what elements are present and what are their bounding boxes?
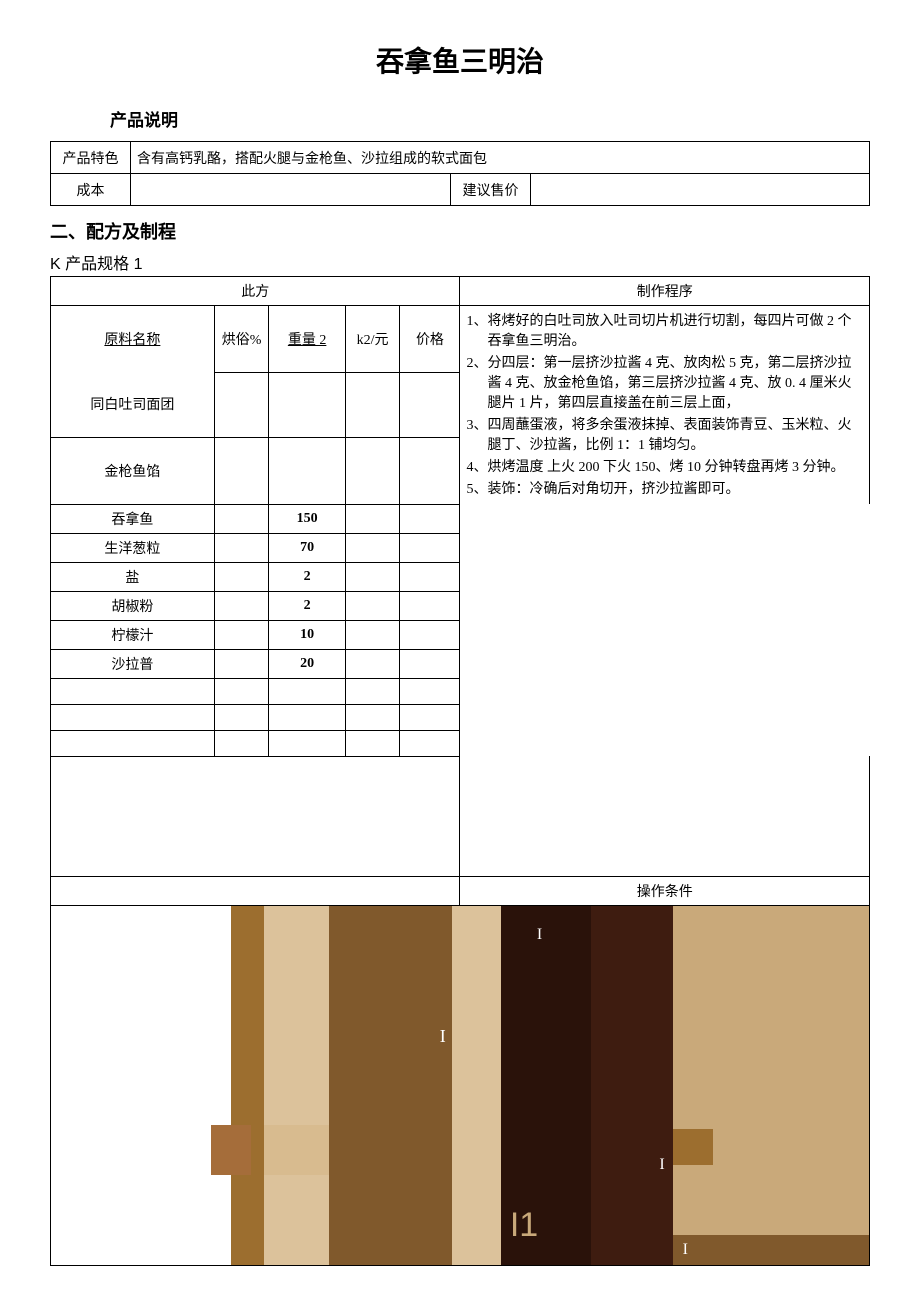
ing-weight: 2 xyxy=(269,591,345,620)
ing-weight: 70 xyxy=(269,533,345,562)
mark-icon: I1 xyxy=(510,1206,538,1245)
ing-unit xyxy=(345,504,400,533)
image-cell: I I I1 I I xyxy=(51,905,870,1265)
process-step: 3、四周蘸蛋液，将多余蛋液抹掉、表面装饰青豆、玉米粒、火腿丁、沙拉酱，比例 1：… xyxy=(466,414,863,454)
ing-bake xyxy=(214,649,269,678)
ing-unit xyxy=(345,620,400,649)
ing-name: 吞拿鱼 xyxy=(51,504,215,533)
ing-price xyxy=(400,649,460,678)
ingredient-row: 生洋葱粒 70 xyxy=(51,533,870,562)
recipe-table: 此方 制作程序 原料名称 烘俗% 重量 2 k2/元 价格 1、将烤好的白吐司放… xyxy=(50,276,870,1266)
price-value xyxy=(531,174,870,206)
ing-weight: 150 xyxy=(269,504,345,533)
ing-bake xyxy=(214,504,269,533)
sub1: 同白吐司面团 xyxy=(51,372,215,437)
ing-unit xyxy=(345,562,400,591)
ing-unit xyxy=(345,591,400,620)
ingredient-row: 盐2 xyxy=(51,562,870,591)
col-price: 价格 xyxy=(400,306,460,373)
ingredient-row: 吞拿鱼 150 xyxy=(51,504,870,533)
col-weight: 重量 2 xyxy=(288,333,327,348)
sub2: 金枪鱼馅 xyxy=(51,437,215,504)
price-label: 建议售价 xyxy=(451,174,531,206)
empty-row xyxy=(51,730,870,756)
cost-label: 成本 xyxy=(51,174,131,206)
ing-price xyxy=(400,504,460,533)
ingredient-row: 沙拉普 20 xyxy=(51,649,870,678)
empty-row xyxy=(51,704,870,730)
ing-price xyxy=(400,562,460,591)
image-strip xyxy=(51,906,231,1265)
image-strip: I xyxy=(673,906,869,1265)
mark-icon: I xyxy=(440,1026,446,1047)
feature-label: 产品特色 xyxy=(51,142,131,174)
image-strip: I xyxy=(329,906,452,1265)
ing-unit xyxy=(345,649,400,678)
process-step: 4、烘烤温度 上火 200 下火 150、烤 10 分钟转盘再烤 3 分钟。 xyxy=(466,456,863,476)
ing-name: 柠檬汁 xyxy=(51,620,215,649)
recipe-left-header: 此方 xyxy=(51,277,460,306)
mark-icon: I xyxy=(683,1241,688,1259)
empty-row xyxy=(51,678,870,704)
process-step: 1、将烤好的白吐司放入吐司切片机进行切割，每四片可做 2 个吞拿鱼三明治。 xyxy=(466,310,863,350)
recipe-right-header: 制作程序 xyxy=(460,277,870,306)
mark-icon: I xyxy=(659,1156,664,1174)
col-unit: k2/元 xyxy=(345,306,400,373)
page-title: 吞拿鱼三明治 xyxy=(50,40,870,80)
ing-bake xyxy=(214,533,269,562)
ing-name: 胡椒粉 xyxy=(51,591,215,620)
image-strip: I I1 xyxy=(501,906,591,1265)
ing-weight: 10 xyxy=(269,620,345,649)
ingredient-row: 胡椒粉 2 xyxy=(51,591,870,620)
spec-heading: K 产品规格 1 xyxy=(50,250,870,274)
cost-value xyxy=(131,174,451,206)
ing-weight: 2 xyxy=(269,562,345,591)
image-strip: I xyxy=(591,906,673,1265)
ing-bake xyxy=(214,591,269,620)
col-name: 原料名称 xyxy=(104,333,160,348)
conditions-header: 操作条件 xyxy=(460,876,870,905)
image-strip xyxy=(231,906,264,1265)
recipe-heading: 二、配方及制程 xyxy=(50,218,870,244)
blank-span xyxy=(51,876,460,905)
ing-price xyxy=(400,620,460,649)
image-strip xyxy=(452,906,501,1265)
mark-icon: I xyxy=(537,926,542,944)
ing-bake xyxy=(214,620,269,649)
desc-heading: 产品说明 xyxy=(110,106,870,131)
ingredient-row: 柠檬汁 10 xyxy=(51,620,870,649)
col-bake: 烘俗% xyxy=(214,306,269,373)
image-strip xyxy=(264,906,329,1265)
ing-price xyxy=(400,591,460,620)
ing-name: 盐 xyxy=(51,562,215,591)
ing-weight: 20 xyxy=(269,649,345,678)
ing-unit xyxy=(345,533,400,562)
ing-name: 沙拉普 xyxy=(51,649,215,678)
ing-name: 生洋葱粒 xyxy=(51,533,215,562)
process-step: 2、分四层：第一层挤沙拉酱 4 克、放肉松 5 克，第二层挤沙拉酱 4 克、放金… xyxy=(466,352,863,412)
feature-text: 含有高钙乳酪，搭配火腿与金枪鱼、沙拉组成的软式面包 xyxy=(131,142,870,174)
process-step: 5、装饰：冷确后对角切开，挤沙拉酱即可。 xyxy=(466,478,863,498)
process-cell: 1、将烤好的白吐司放入吐司切片机进行切割，每四片可做 2 个吞拿鱼三明治。2、分… xyxy=(460,306,870,505)
ing-price xyxy=(400,533,460,562)
info-table: 产品特色 含有高钙乳酪，搭配火腿与金枪鱼、沙拉组成的软式面包 成本 建议售价 xyxy=(50,141,870,206)
ing-bake xyxy=(214,562,269,591)
